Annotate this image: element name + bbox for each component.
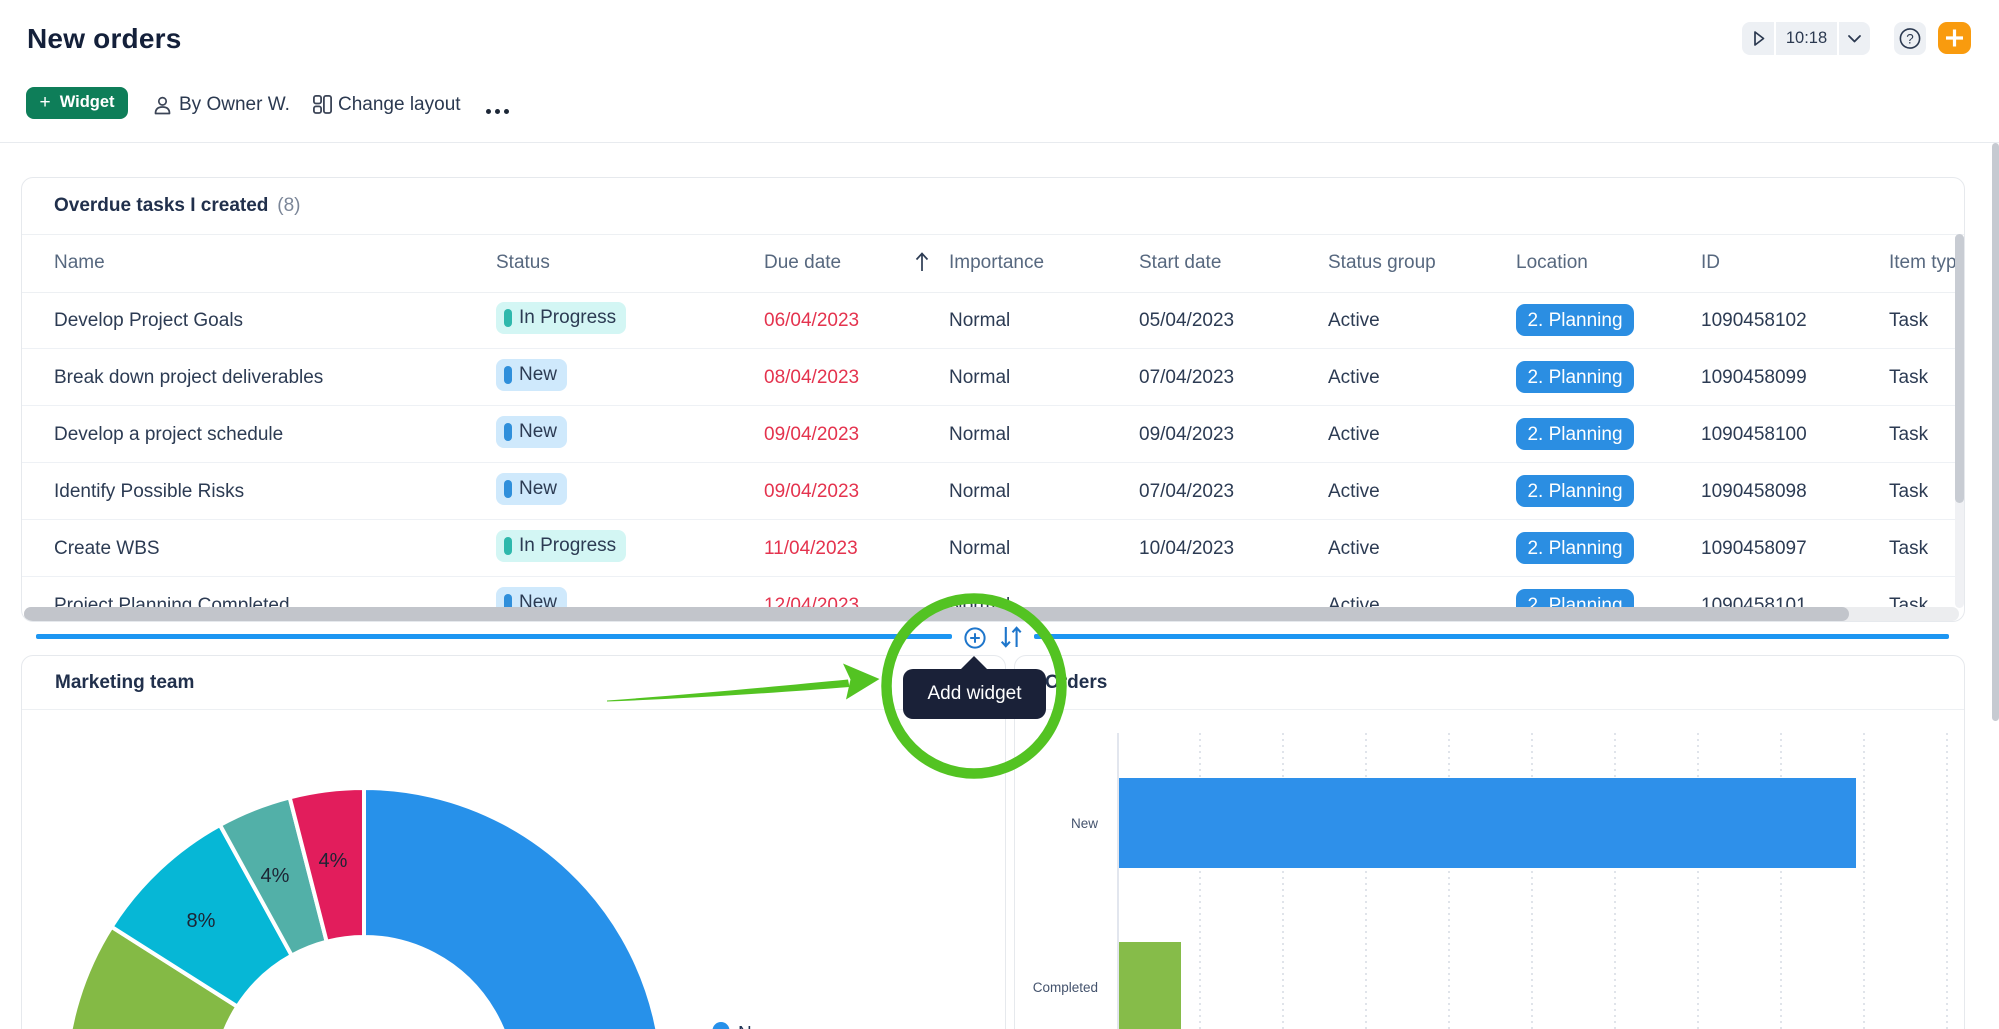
svg-text:4%: 4%: [261, 865, 290, 887]
svg-text:4%: 4%: [319, 850, 348, 872]
svg-text:New: New: [738, 1024, 776, 1029]
svg-text:Completed: Completed: [1033, 980, 1098, 995]
svg-text:8%: 8%: [187, 910, 216, 932]
svg-text:New: New: [1071, 816, 1098, 831]
svg-text:?: ?: [1906, 32, 1914, 47]
